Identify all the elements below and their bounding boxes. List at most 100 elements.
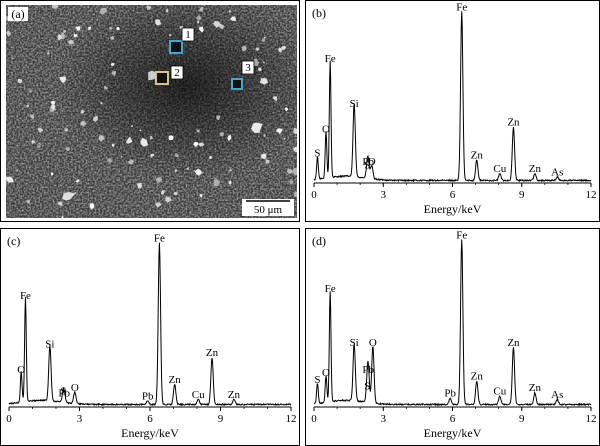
- sem-particle: [228, 168, 232, 172]
- peak-label: S: [364, 381, 370, 393]
- sem-particle: [275, 128, 283, 135]
- peak-label: Zn: [228, 389, 241, 401]
- sem-particle: [289, 180, 294, 185]
- sem-particle: [196, 129, 200, 133]
- sem-particle: [196, 20, 200, 24]
- sem-particle: [50, 104, 56, 111]
- sem-particle: [150, 156, 153, 158]
- peak-label: S: [60, 386, 66, 398]
- sem-particle: [186, 167, 190, 171]
- peak-label: Pb: [444, 387, 456, 399]
- sem-particle: [51, 5, 59, 9]
- peak-label: Fe: [154, 233, 165, 245]
- sem-particle: [74, 192, 77, 194]
- sem-particle: [64, 128, 69, 132]
- sem-particle: [38, 142, 41, 145]
- peak-label: Zn: [206, 347, 219, 359]
- sem-particle: [228, 10, 232, 13]
- eds-panel-b: (b) 0 3 6 9 12 Energy/keV S Fe O Si S O Pb Fe Zn Cu Zn Zn A…: [305, 0, 600, 222]
- x-tick-label: 9: [519, 189, 525, 201]
- sem-particle: [50, 172, 54, 176]
- peak-label: Zn: [471, 149, 484, 161]
- sem-particle: [149, 135, 153, 140]
- sem-particle: [111, 71, 116, 77]
- sem-panel: 1 2 3 (a) 50 μm: [0, 0, 300, 222]
- peak-label: O: [71, 382, 79, 394]
- sem-particle: [209, 156, 213, 160]
- sem-particle: [193, 141, 199, 148]
- sem-particle: [99, 7, 107, 15]
- sem-particle: [16, 169, 19, 172]
- sem-particle: [140, 137, 149, 147]
- peak-label: As: [551, 167, 563, 179]
- sem-particle: [173, 191, 178, 196]
- marker-1-label: 1: [185, 29, 191, 41]
- sem-particle: [109, 27, 113, 30]
- peak-label: S: [314, 374, 320, 386]
- x-tick-label: 12: [586, 413, 597, 425]
- sem-particle: [265, 159, 270, 164]
- sem-particle: [93, 115, 98, 123]
- peak-label: Zn: [169, 374, 182, 386]
- sem-particle: [75, 179, 80, 183]
- x-tick-label: 3: [381, 413, 387, 425]
- sem-particle: [261, 38, 265, 42]
- sem-particle: [26, 200, 31, 204]
- sem-particle: [63, 29, 67, 33]
- sem-particle: [174, 169, 178, 172]
- peak-label: Cu: [493, 163, 506, 175]
- sem-particle: [281, 45, 287, 51]
- sem-particle: [136, 183, 143, 189]
- sem-particle: [17, 78, 22, 83]
- sem-particle: [259, 78, 269, 85]
- x-tick-label: 12: [586, 189, 597, 201]
- peak-label: Zn: [529, 163, 542, 175]
- sem-particle: [293, 191, 297, 198]
- spectrum-line: [313, 11, 592, 183]
- sem-particle: [107, 158, 113, 163]
- peak-label: O: [322, 124, 330, 136]
- sem-particle: [46, 51, 50, 55]
- sem-particle: [252, 58, 260, 66]
- marker-3-label: 3: [245, 62, 251, 74]
- peak-label: Zn: [529, 382, 542, 394]
- sem-particle: [293, 127, 297, 135]
- sem-particle: [50, 100, 56, 105]
- x-axis-label: Energy/keV: [424, 202, 482, 216]
- marker-2: 2: [155, 65, 184, 85]
- peak-label: Pb: [142, 391, 154, 403]
- sem-particle: [292, 167, 297, 176]
- sem-particle: [168, 34, 172, 37]
- sem-particle: [198, 26, 204, 33]
- sem-particle: [110, 35, 115, 40]
- sem-particle: [103, 85, 109, 90]
- peak-label: Fe: [325, 283, 336, 295]
- x-tick-label: 0: [6, 413, 12, 425]
- sem-particle: [219, 23, 225, 30]
- sem-particle: [67, 39, 74, 45]
- peak-label: O: [369, 337, 377, 349]
- sem-particle: [111, 144, 115, 148]
- sem-particle: [286, 168, 293, 175]
- sem-particle: [165, 8, 169, 13]
- sem-particle: [199, 193, 203, 198]
- sem-particle: [120, 156, 123, 158]
- eds-panel-c: (c) 0 3 6 9 12 Energy/keV Fe O Si S O Pb Pb Fe Zn Cu Zn Zn: [0, 228, 300, 446]
- x-tick-label: 6: [147, 413, 153, 425]
- peak-label: Zn: [471, 370, 484, 382]
- marker-1: 1: [169, 27, 195, 54]
- sem-particle: [194, 168, 203, 176]
- sem-particle: [80, 121, 87, 127]
- sem-micrograph: 1 2 3 (a) 50 μm: [6, 5, 297, 218]
- x-tick-label: 6: [450, 189, 456, 201]
- peak-label: O: [368, 156, 376, 168]
- sem-particle: [61, 192, 76, 201]
- sem-particle: [65, 147, 70, 152]
- sem-particle: [261, 153, 267, 160]
- spectrum-line: [8, 242, 292, 407]
- sem-particle: [61, 216, 64, 218]
- sem-particle: [283, 137, 286, 140]
- sem-particle: [37, 145, 41, 149]
- sem-particle: [31, 140, 36, 144]
